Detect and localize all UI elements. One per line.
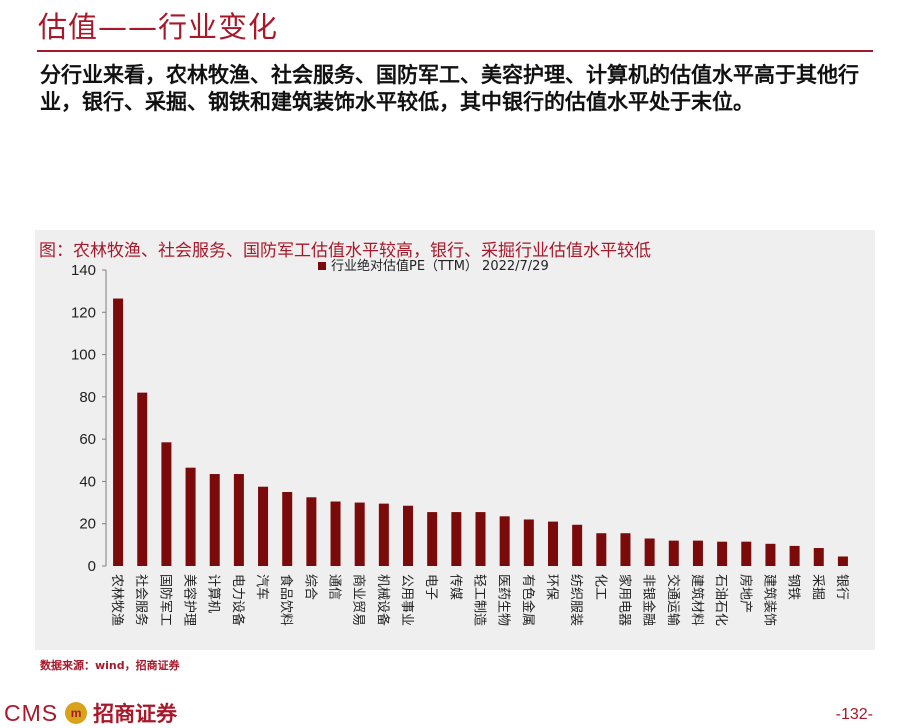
x-category-label: 商业贸易	[351, 574, 366, 626]
bar-16	[499, 516, 510, 566]
bar-3	[185, 467, 196, 566]
page-title: 估值——行业变化	[38, 10, 279, 44]
bar-7	[282, 492, 293, 566]
bar-13	[427, 512, 438, 566]
x-category-label: 美容护理	[182, 574, 198, 626]
y-tick-label: 140	[71, 262, 96, 279]
bar-20	[596, 533, 607, 566]
x-category-label: 轻工制造	[472, 574, 487, 626]
bars	[113, 298, 848, 566]
bar-29	[813, 548, 824, 566]
bar-22	[644, 538, 655, 566]
bar-9	[330, 501, 341, 566]
x-category-label: 房地产	[737, 574, 753, 613]
x-category-label: 银行	[834, 574, 849, 600]
bar-23	[668, 540, 679, 566]
bar-0	[113, 298, 124, 566]
x-category-label: 传媒	[447, 574, 462, 600]
bar-14	[451, 512, 462, 566]
x-category-label: 建筑材料	[689, 574, 705, 626]
logo-chinese-text: 招商证券	[93, 702, 178, 726]
bar-19	[572, 524, 583, 566]
legend-swatch	[318, 262, 326, 270]
y-axis: 0 20 40 60 80 100 120 140	[71, 262, 107, 575]
x-category-label: 国防军工	[157, 574, 173, 626]
x-category-label: 建筑装饰	[761, 574, 777, 626]
page-number: -132-	[835, 706, 873, 723]
bar-18	[547, 521, 558, 566]
bar-6	[258, 486, 269, 566]
x-category-label: 石油石化	[713, 574, 728, 626]
bar-11	[378, 503, 389, 566]
company-logo: CMS m 招商证券	[4, 698, 177, 728]
x-category-label: 医药生物	[496, 574, 511, 626]
bar-25	[717, 541, 728, 566]
x-category-label: 非银金融	[641, 574, 657, 626]
bar-12	[403, 505, 414, 566]
legend: 行业绝对估值PE（TTM） 2022/7/29	[318, 258, 549, 274]
x-category-label: 食品饮料	[278, 574, 294, 626]
bar-chart: 0 20 40 60 80 100 120 140 农林牧渔 社会服务 国防军工 美容护理 计算机 电力…	[71, 258, 849, 626]
bar-5	[233, 474, 244, 566]
y-tick-label: 20	[79, 516, 96, 533]
x-category-label: 公用事业	[399, 574, 414, 626]
bar-10	[354, 502, 365, 566]
x-category-label: 机械设备	[375, 574, 391, 626]
title-divider	[37, 50, 873, 52]
x-category-label: 采掘	[810, 574, 825, 600]
y-tick-label: 80	[79, 389, 96, 406]
x-category-label: 计算机	[206, 574, 221, 613]
bar-24	[692, 540, 703, 566]
intro-paragraph: 分行业来看，农林牧渔、社会服务、国防军工、美容护理、计算机的估值水平高于其他行业…	[40, 63, 859, 114]
x-category-label: 农林牧渔	[109, 574, 124, 626]
bar-30	[837, 556, 848, 566]
x-category-label: 汽车	[254, 574, 270, 600]
x-category-label: 钢铁	[786, 574, 801, 600]
bar-28	[789, 545, 800, 566]
bar-2	[161, 442, 172, 566]
bar-21	[620, 533, 631, 566]
logo-cms-text: CMS	[4, 699, 59, 726]
bar-8	[306, 497, 317, 566]
x-category-label: 环保	[544, 574, 559, 600]
chart-title: 图：农林牧渔、社会服务、国防军工估值水平较高，银行、采掘行业估值水平较低	[39, 241, 651, 261]
y-tick-label: 100	[71, 347, 96, 364]
bar-4	[209, 474, 220, 566]
data-source: 数据来源：wind，招商证券	[40, 659, 180, 672]
x-category-label: 家用电器	[616, 574, 632, 626]
legend-label: 行业绝对估值PE（TTM） 2022/7/29	[331, 258, 549, 274]
bar-1	[137, 392, 148, 566]
logo-mark-icon: m	[65, 702, 88, 724]
bar-27	[765, 543, 776, 566]
x-category-label: 电力设备	[230, 574, 246, 626]
y-tick-label: 0	[88, 558, 96, 575]
y-tick-label: 40	[79, 473, 96, 490]
x-category-label: 有色金属	[520, 574, 536, 626]
x-category-label: 纺织服装	[568, 574, 583, 626]
x-category-label: 通信	[327, 574, 342, 600]
x-category-label: 化工	[592, 574, 607, 600]
x-category-label: 社会服务	[133, 574, 149, 626]
bar-17	[523, 519, 534, 566]
bar-26	[741, 541, 752, 566]
x-category-label: 综合	[302, 574, 317, 600]
y-tick-label: 120	[71, 304, 96, 321]
y-tick-label: 60	[79, 431, 96, 448]
chart-panel	[35, 230, 875, 650]
bar-15	[475, 512, 486, 566]
x-category-label: 交通运输	[665, 574, 681, 626]
x-category-label: 电子	[423, 574, 438, 600]
x-axis-labels: 农林牧渔 社会服务 国防军工 美容护理 计算机 电力设备 汽车 食品饮料 综合 通信 商业贸易 机械设…	[109, 574, 849, 626]
